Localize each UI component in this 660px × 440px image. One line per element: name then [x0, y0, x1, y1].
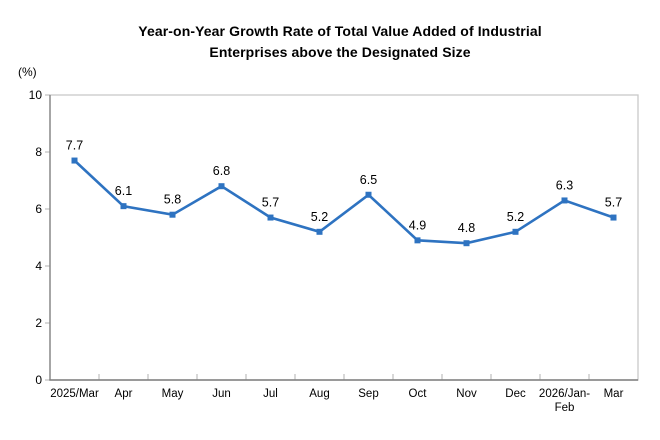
x-tick-label: Sep — [358, 388, 378, 400]
data-marker — [169, 211, 176, 218]
x-tick-label: Jun — [212, 388, 231, 400]
data-marker — [267, 214, 274, 221]
data-marker — [120, 203, 127, 210]
growth-rate-line — [73, 159, 614, 245]
y-tick-label: 2 — [35, 316, 42, 330]
data-label: 5.2 — [507, 210, 524, 224]
x-tick-label: Jul — [263, 388, 278, 400]
y-tick-label: 10 — [29, 88, 43, 102]
y-tick-label: 4 — [35, 259, 42, 273]
y-axis-unit-label: (%) — [18, 65, 37, 79]
x-tick-label: May — [162, 388, 184, 400]
data-marker — [316, 228, 323, 235]
data-label: 5.2 — [311, 210, 328, 224]
data-label: 6.5 — [360, 173, 377, 187]
data-marker — [512, 228, 519, 235]
plot-border — [49, 94, 639, 381]
x-tick-label: Oct — [409, 388, 428, 400]
x-tick-label: Aug — [309, 388, 329, 400]
x-tick-label: Mar — [604, 388, 624, 400]
x-tick-label: Apr — [115, 388, 133, 400]
data-marker — [365, 191, 372, 198]
data-marker — [218, 183, 225, 190]
data-marker — [463, 240, 470, 247]
data-marker — [561, 197, 568, 204]
chart-title-line2: Enterprises above the Designated Size — [209, 44, 471, 60]
data-label: 6.3 — [556, 178, 573, 192]
data-marker — [610, 214, 617, 221]
data-marker — [414, 237, 421, 244]
x-tick-label: 2025/Mar — [50, 388, 99, 400]
y-tick-label: 0 — [35, 373, 42, 387]
chart-title: Year-on-Year Growth Rate of Total Value … — [40, 21, 640, 63]
data-label: 4.8 — [458, 221, 475, 235]
y-tick-label: 6 — [35, 202, 42, 216]
y-tick-label: 8 — [35, 145, 42, 159]
data-label: 5.7 — [262, 196, 279, 210]
x-tick-label: Nov — [456, 388, 477, 400]
data-marker — [71, 157, 78, 164]
data-label: 4.9 — [409, 218, 426, 232]
data-label: 5.7 — [605, 196, 622, 210]
data-label: 5.8 — [164, 193, 181, 207]
chart-title-line1: Year-on-Year Growth Rate of Total Value … — [138, 23, 542, 39]
x-tick-label: Dec — [505, 388, 526, 400]
x-tick-label: 2026/Jan-Feb — [539, 388, 590, 414]
data-label: 6.1 — [115, 184, 132, 198]
data-label: 7.7 — [66, 139, 83, 153]
data-label: 6.8 — [213, 164, 230, 178]
